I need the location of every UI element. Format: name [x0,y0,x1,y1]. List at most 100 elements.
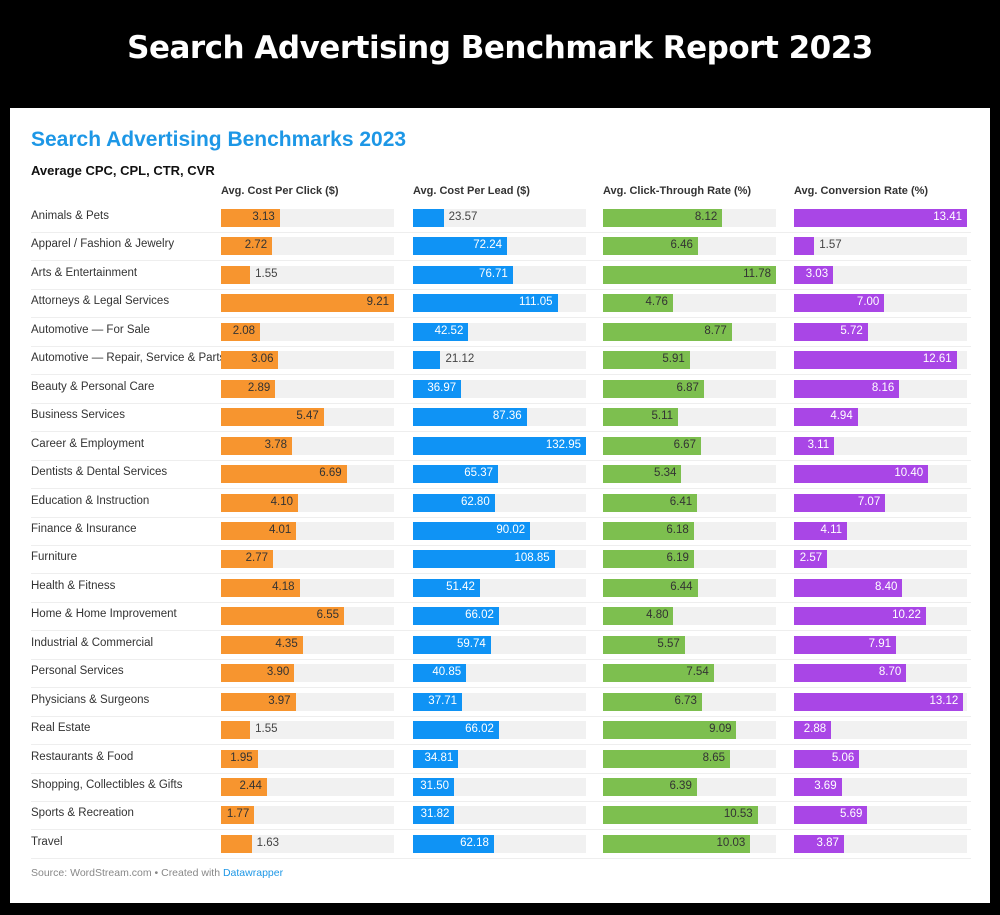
bar [221,806,255,825]
bar-track: 2.57 [794,550,967,569]
bar-track: 62.18 [413,834,586,853]
value-label: 3.78 [264,438,288,451]
table-row: Automotive — Repair, Service & Parts 3.06… [31,346,971,376]
value-label: 3.03 [805,267,829,280]
value-label: 4.80 [646,609,669,622]
value-label: 6.87 [676,381,699,394]
bar-track: 7.91 [794,635,967,654]
bar-track: 1.77 [221,806,394,825]
bar [603,379,704,398]
bar-track: 3.97 [221,692,394,711]
value-label: 11.78 [743,267,771,280]
value-label: 6.55 [316,609,340,622]
value-label: 1.55 [255,267,278,280]
bar-track: 5.11 [603,408,776,427]
category-label: Animals & Pets [31,210,109,222]
bar-track: 8.70 [794,664,967,683]
value-label: 4.35 [275,637,298,650]
category-label: Automotive — For Sale [31,323,150,336]
bar-track: 7.07 [794,493,967,512]
bar-track: 4.01 [221,521,394,540]
bar-track: 10.03 [603,834,776,853]
category-label: Apparel / Fashion & Jewelry [31,238,175,251]
value-label: 132.95 [545,438,581,451]
bar-track: 72.24 [413,237,586,256]
bar-track: 4.10 [221,493,394,512]
value-label: 8.65 [702,751,726,764]
bar [413,635,491,654]
value-label: 62.18 [460,836,489,849]
value-label: 23.57 [448,211,478,223]
bar-track: 7.00 [794,294,967,313]
bar [221,265,251,284]
bar-track: 1.95 [221,749,394,768]
bar-track: 90.02 [413,521,586,540]
table-row: Personal Services 3.90 40.85 7.54 8.70 [31,659,971,689]
bar [603,578,698,597]
bar-track: 2.89 [221,379,394,398]
bar [603,806,758,825]
bar-track: 5.47 [221,408,394,427]
table-row: Dentists & Dental Services 6.69 65.37 5.34 1… [31,460,971,490]
value-label: 1.63 [256,836,279,849]
bar [413,465,499,484]
value-label: 3.90 [266,666,290,679]
value-label: 9.09 [709,723,732,736]
table-row: Physicians & Surgeons 3.97 37.71 6.73 13.12 [31,688,971,717]
value-label: 4.10 [270,495,294,508]
bar [413,521,531,540]
value-label: 5.91 [662,353,685,366]
category-label: Shopping, Collectibles & Gifts [31,779,183,791]
bar-track: 3.90 [221,664,394,683]
category-label: Dentists & Dental Services [31,466,168,479]
value-label: 10.03 [716,836,746,849]
table-row: Finance & Insurance 4.01 90.02 6.18 4.11 [31,517,971,546]
value-label: 5.11 [651,410,674,423]
bar-track: 9.09 [603,721,776,740]
bar [413,834,494,853]
bar [221,436,292,455]
value-label: 5.47 [296,410,319,423]
bar [221,692,296,711]
value-label: 8.16 [871,381,895,394]
table-row: Furniture 2.77 108.85 6.19 2.57 [31,545,971,575]
bar-track: 9.21 [221,294,394,313]
table-row: Attorneys & Legal Services 9.21 111.05 4.76… [31,289,971,319]
bar-track: 6.18 [603,521,776,540]
value-label: 3.13 [252,211,275,223]
category-label: Finance & Insurance [31,522,137,535]
value-label: 7.00 [856,296,880,309]
bar [603,635,685,654]
value-label: 5.06 [831,751,855,764]
value-label: 7.07 [857,495,881,508]
bar-track: 2.72 [221,237,394,256]
bar-track: 132.95 [413,436,586,455]
bar [413,778,454,796]
column-header: Avg. Click-Through Rate (%) [603,185,752,197]
value-label: 10.53 [723,808,753,821]
bar-track: 3.06 [221,351,394,370]
value-label: 34.81 [424,751,454,764]
bar-track: 34.81 [413,749,586,768]
datawrapper-link[interactable]: Datawrapper [222,867,284,879]
bar-track: 10.40 [794,465,967,484]
bar [413,721,499,740]
bar-track: 11.78 [603,265,776,284]
bar [413,436,586,455]
table-row: Restaurants & Food 1.95 34.81 8.65 5.06 [31,745,971,774]
value-label: 8.12 [694,211,718,223]
bar-track: 66.02 [413,721,586,740]
value-label: 2.08 [232,324,256,337]
value-label: 108.85 [514,552,550,565]
value-label: 2.88 [803,723,827,736]
table-row: Travel 1.63 62.18 10.03 3.87 [31,830,971,859]
bar [221,493,298,512]
bar-track: 5.91 [603,351,776,370]
bar [603,493,698,512]
bar [794,834,844,853]
category-label: Physicians & Surgeons [31,693,150,706]
bar [221,465,347,484]
value-label: 5.57 [657,637,680,650]
category-label: Furniture [31,551,78,564]
value-label: 90.02 [496,523,526,536]
